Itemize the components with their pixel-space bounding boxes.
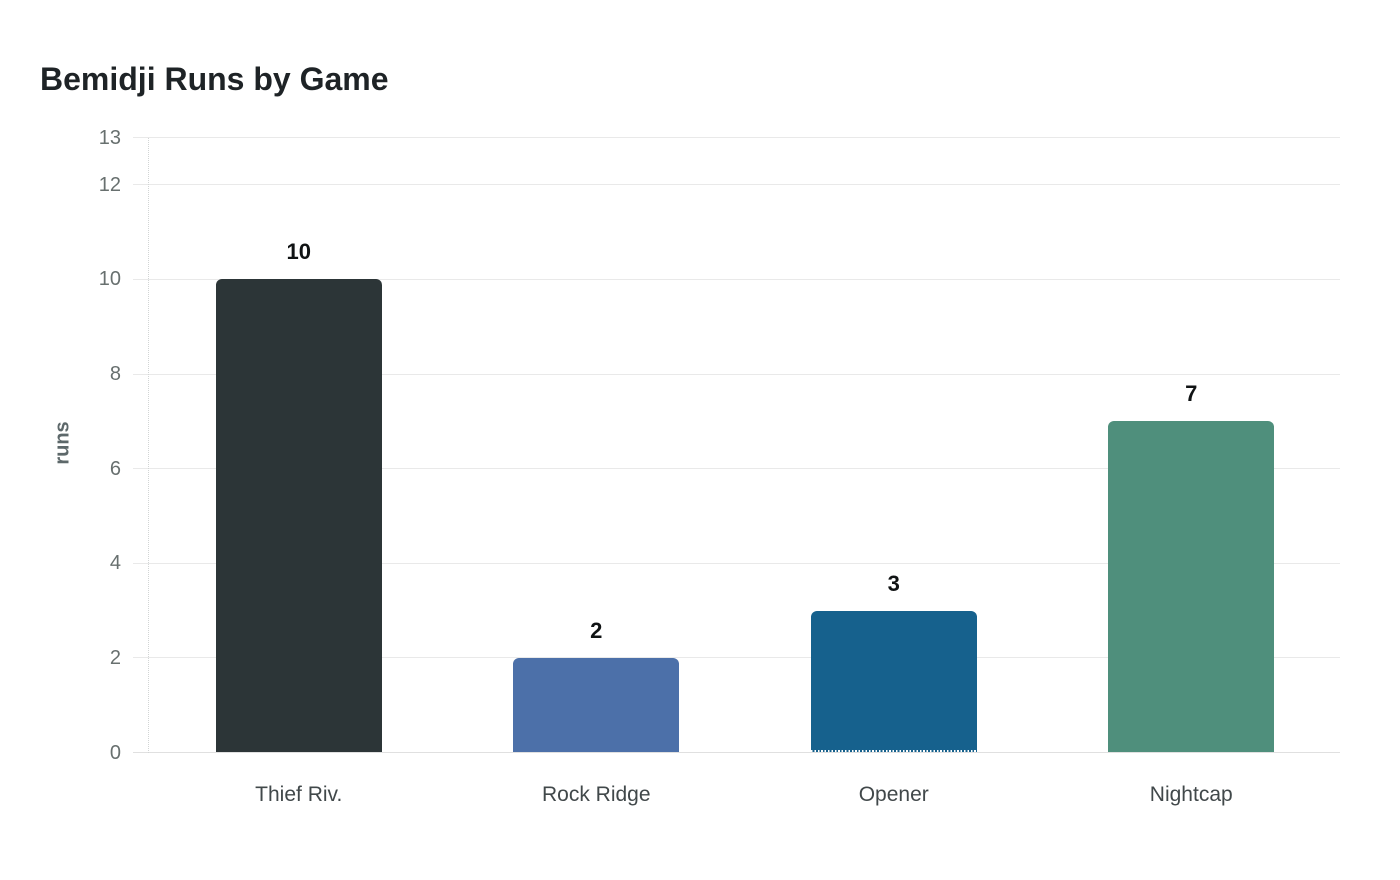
y-tick-label-13: 13 [98,126,121,149]
y-axis-line [148,137,149,753]
gridline-y-8 [133,373,1340,375]
gridline-y-2 [133,657,1340,659]
bar-value-label: 2 [590,617,603,643]
bar-nightcap [1108,421,1275,753]
gridline-y-4 [133,562,1340,564]
y-tick-label-10: 10 [98,268,121,291]
gridline-y-10 [133,278,1340,280]
y-tick-label-12: 12 [98,173,121,196]
gridline-y-12 [133,184,1340,186]
bar-value-label: 10 [286,239,311,265]
x-category-label: Nightcap [1149,783,1233,806]
y-tick-label-2: 2 [109,646,121,669]
y-tick-label-8: 8 [109,363,121,386]
bar-thief-riv [215,279,382,753]
y-tick-label-6: 6 [109,457,121,480]
gridline-y-6 [133,468,1340,470]
bar-value-label: 7 [1185,381,1198,407]
y-tick-label-4: 4 [109,552,121,575]
chart-title: Bemidji Runs by Game [40,61,389,97]
gridline-y-13 [133,137,1340,138]
gridline-y-0 [133,752,1340,753]
bar-rock-ridge [513,657,680,753]
y-tick-label-0: 0 [109,741,121,764]
x-category-label: Opener [858,783,929,806]
bar-opener [810,610,977,753]
x-category-label: Rock Ridge [541,783,651,806]
bar-base-dots [810,750,977,753]
x-category-label: Thief Riv. [255,783,343,806]
bar-value-label: 3 [887,570,900,596]
